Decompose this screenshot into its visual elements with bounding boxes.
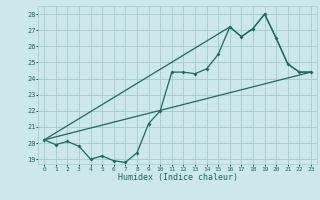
X-axis label: Humidex (Indice chaleur): Humidex (Indice chaleur)	[118, 173, 238, 182]
